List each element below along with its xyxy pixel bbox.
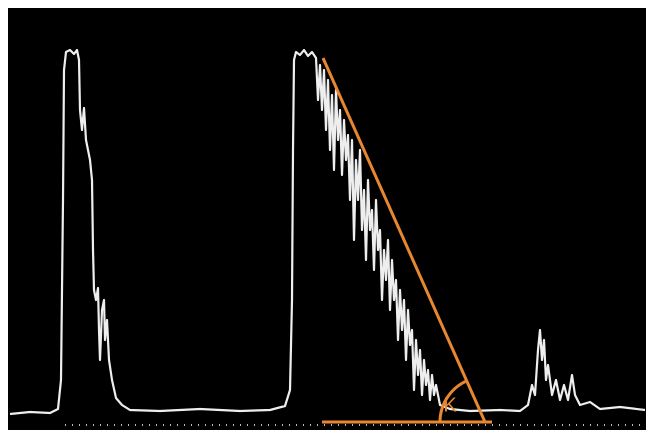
angle-arc <box>438 379 468 423</box>
angle-label: K <box>443 394 457 416</box>
screen <box>8 8 646 430</box>
pulse-1 <box>9 48 646 416</box>
annotation <box>321 57 492 424</box>
slope-line <box>321 57 487 423</box>
waveform <box>9 48 646 416</box>
